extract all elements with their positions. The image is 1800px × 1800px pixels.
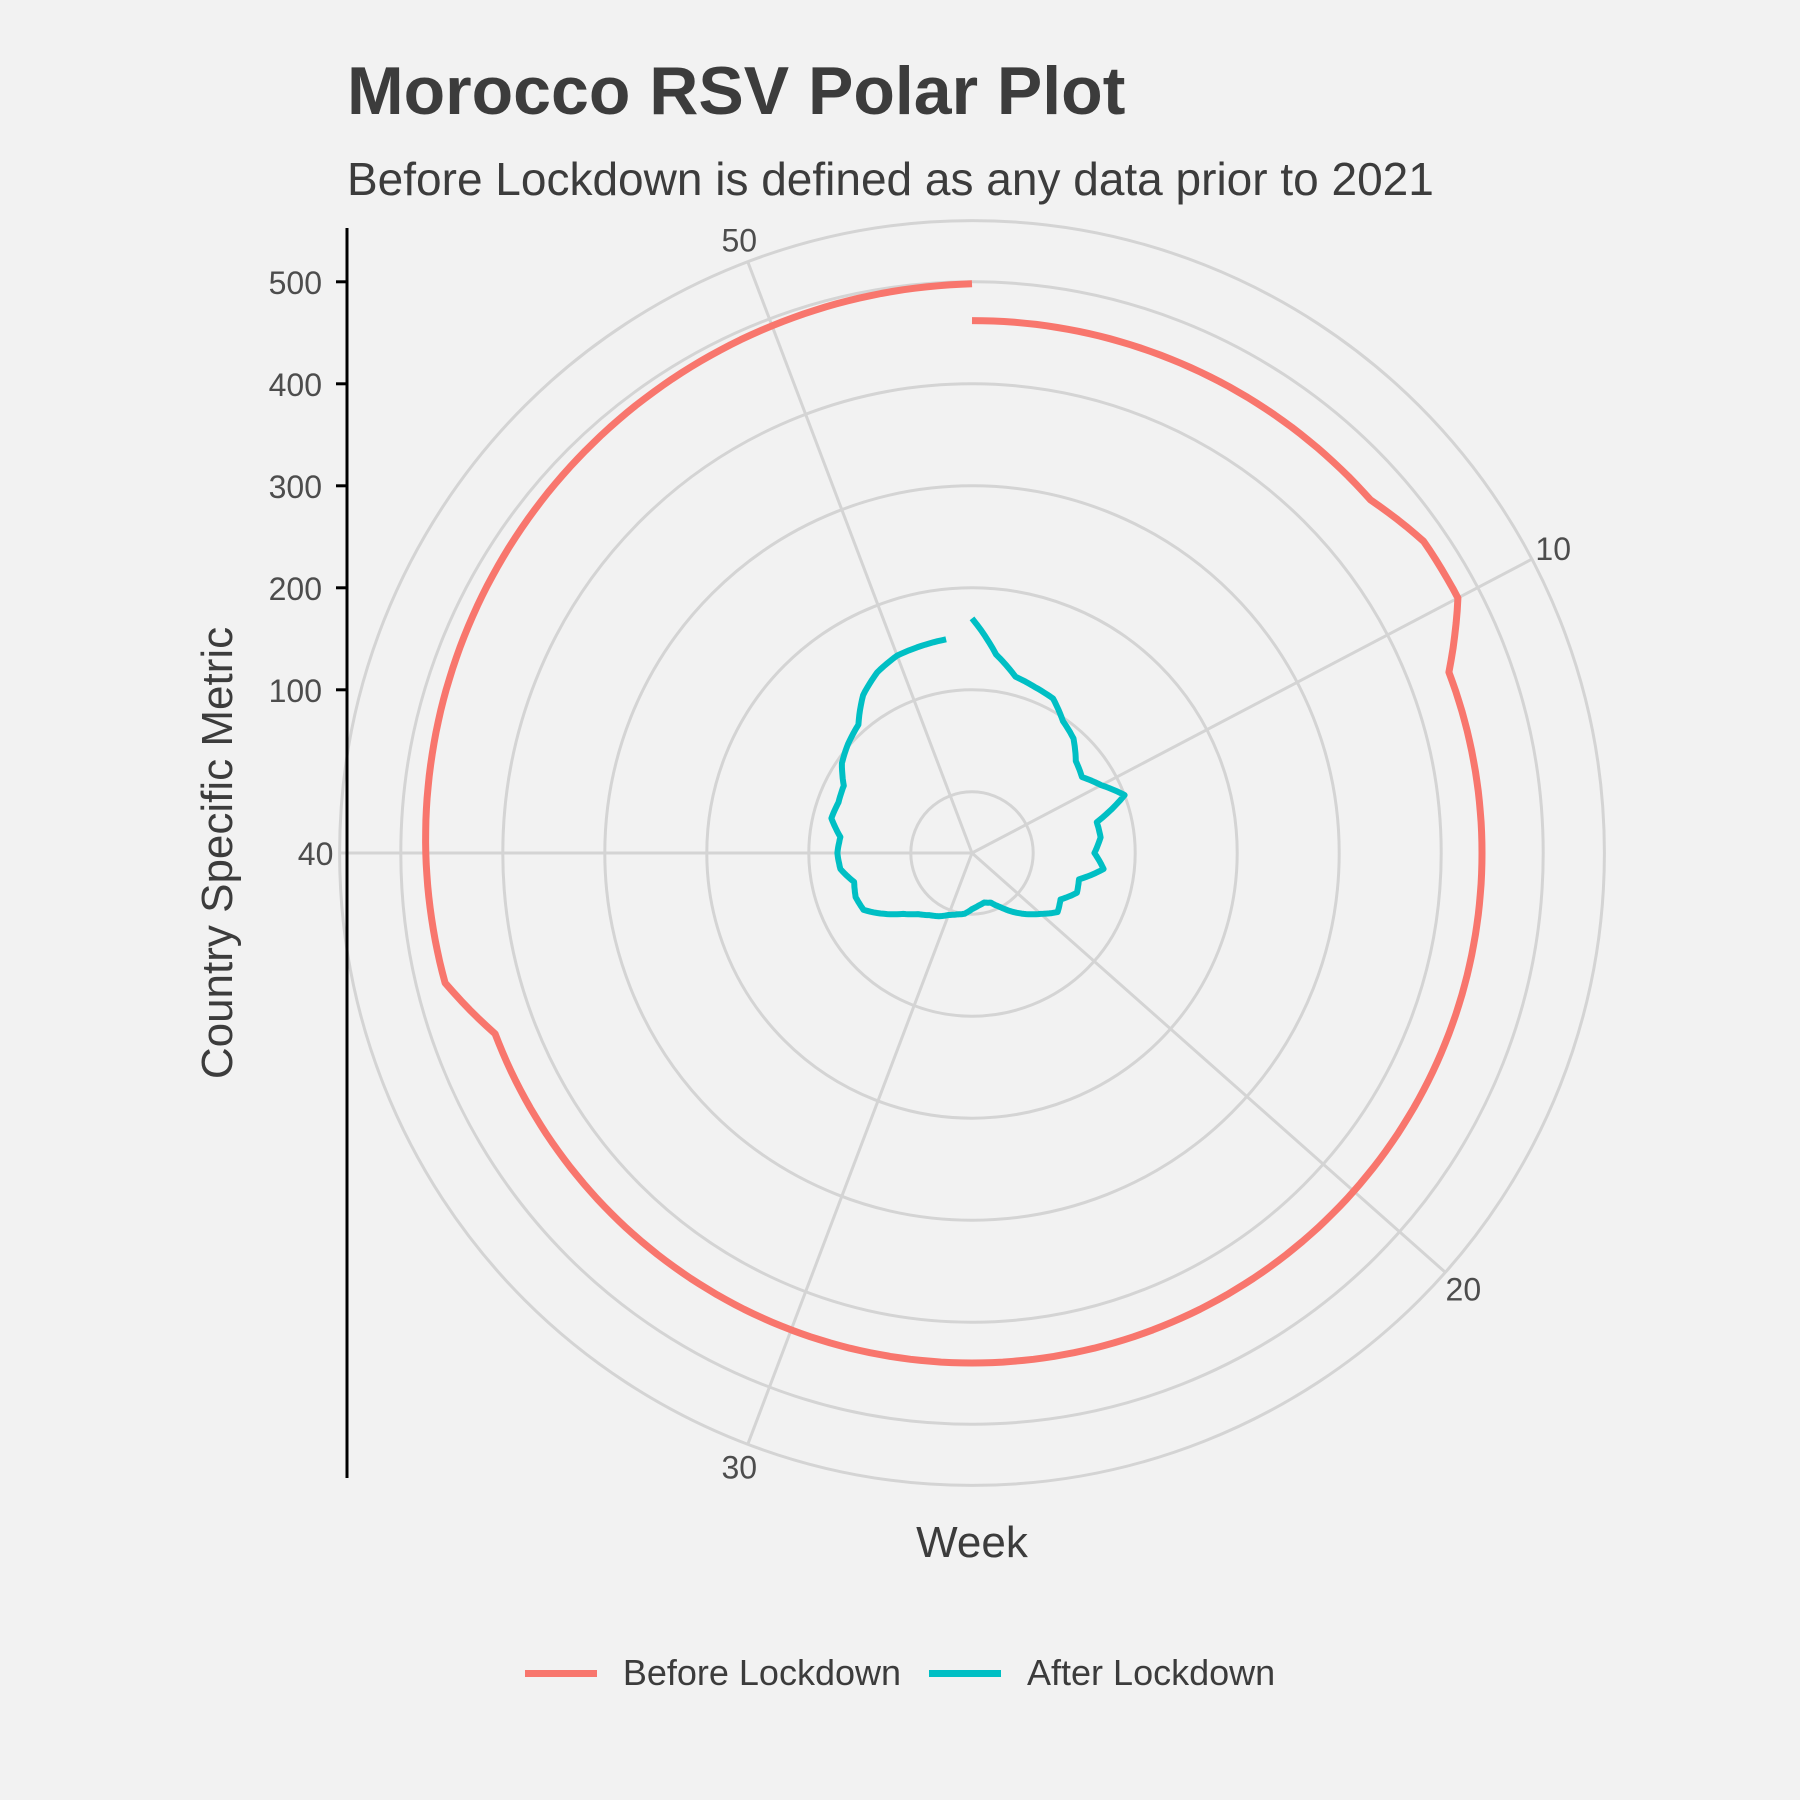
legend-key-after (929, 1669, 1002, 1677)
legend: Before Lockdown After Lockdown (0, 1652, 1800, 1694)
x-axis-label: Week (916, 1518, 1029, 1567)
theta-tick-label-40: 40 (298, 836, 334, 872)
legend-item-after: After Lockdown (929, 1652, 1275, 1694)
y-tick-label-100: 100 (269, 673, 322, 709)
legend-label-after: After Lockdown (1027, 1652, 1276, 1693)
grid-spoke-10 (971, 557, 1533, 855)
y-axis-label: Country Specific Metric (193, 627, 242, 1079)
label-layer: 10 20 30 40 50 100 200 300 400 500 (269, 222, 1571, 1485)
series-layer (422, 280, 1486, 1367)
y-tick-label-200: 200 (269, 571, 322, 607)
chart-subtitle: Before Lockdown is defined as any data p… (347, 153, 1434, 205)
theta-tick-label-20: 20 (1446, 1271, 1482, 1307)
series-line-before-lockdown (422, 280, 1486, 1367)
y-tick-label-400: 400 (269, 367, 322, 403)
legend-item-before: Before Lockdown (524, 1652, 902, 1694)
grid-spoke-20 (971, 851, 1447, 1274)
chart-title: Morocco RSV Polar Plot (347, 53, 1126, 129)
theta-tick-label-10: 10 (1535, 531, 1571, 567)
legend-key-before (524, 1669, 597, 1677)
grid-layer (338, 219, 1606, 1487)
y-tick-label-500: 500 (269, 265, 322, 301)
theta-tick-label-30: 30 (721, 1450, 757, 1486)
grid-circle-outer (338, 219, 1606, 1487)
grid-spoke-50 (746, 261, 974, 854)
grid-spoke-30 (746, 852, 974, 1445)
series-line-after-lockdown (828, 616, 1128, 920)
legend-label-before: Before Lockdown (622, 1652, 902, 1693)
y-tick-label-300: 300 (269, 469, 322, 505)
theta-tick-label-50: 50 (721, 222, 757, 258)
